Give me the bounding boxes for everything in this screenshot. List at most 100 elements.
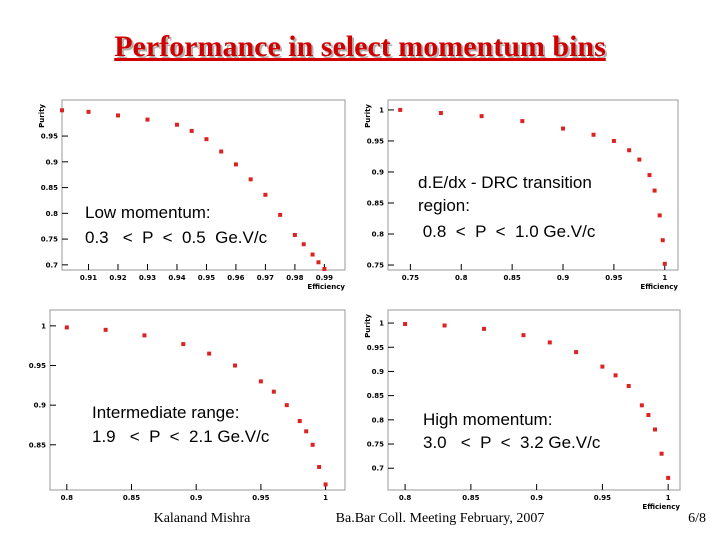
data-point — [637, 157, 642, 162]
x-tick-label: 0.85 — [123, 494, 140, 502]
x-tick-label: 0.9 — [530, 494, 543, 502]
data-point — [316, 260, 321, 265]
y-tick-label: 0.85 — [367, 199, 384, 207]
data-point — [317, 465, 322, 470]
y-tick-label: 0.8 — [372, 231, 385, 239]
data-point — [297, 419, 302, 424]
y-axis-label: Purity — [364, 314, 372, 338]
x-tick-label: 0.95 — [605, 274, 622, 282]
x-tick-label: 0.95 — [198, 274, 215, 282]
data-point — [323, 482, 328, 487]
y-tick-label: 0.9 — [46, 158, 59, 166]
data-point — [627, 148, 632, 153]
data-point — [547, 340, 552, 345]
x-tick-label: 0.99 — [316, 274, 333, 282]
x-tick-label: 0.97 — [257, 274, 274, 282]
y-tick-label: 0.75 — [367, 262, 384, 270]
data-point — [561, 126, 566, 131]
data-point — [116, 113, 121, 118]
footer-meeting: Ba.Bar Coll. Meeting February, 2007 — [336, 511, 545, 526]
data-point — [521, 333, 526, 338]
annotation: 0.3 < P < 0.5 Ge.V/c — [85, 228, 268, 247]
data-point — [60, 108, 64, 113]
data-point — [652, 188, 657, 193]
data-point — [660, 238, 665, 243]
y-tick-label: 0.95 — [29, 362, 46, 370]
x-tick-label: 0.95 — [252, 494, 269, 502]
annotation: 1.9 < P < 2.1 Ge.V/c — [92, 427, 270, 446]
y-tick-label: 0.9 — [372, 368, 385, 376]
plot-frame — [387, 99, 679, 271]
y-tick-label: 0.7 — [372, 465, 385, 473]
data-point — [248, 177, 253, 182]
data-point — [278, 212, 283, 217]
x-tick-label: 0.93 — [139, 274, 156, 282]
data-point — [613, 373, 618, 378]
y-axis-label: Purity — [364, 104, 372, 128]
x-tick-label: 0.98 — [286, 274, 303, 282]
y-tick-label: 0.9 — [372, 168, 385, 176]
data-point — [219, 149, 224, 154]
data-point — [189, 128, 194, 133]
y-tick-label: 0.75 — [367, 441, 384, 449]
x-tick-label: 1 — [323, 494, 328, 502]
plot-frame — [387, 309, 681, 491]
data-point — [301, 242, 306, 247]
y-tick-label: 1 — [379, 106, 384, 114]
x-tick-label: 1 — [666, 494, 671, 502]
data-point — [142, 333, 147, 338]
data-point — [64, 325, 69, 330]
data-point — [639, 403, 644, 408]
annotation: Intermediate range: — [92, 403, 239, 422]
x-tick-label: 0.95 — [594, 494, 611, 502]
data-point — [310, 442, 315, 447]
y-tick-label: 1 — [41, 322, 46, 330]
data-point — [662, 261, 667, 266]
y-tick-label: 0.9 — [34, 402, 47, 410]
chart: 0.7 0.75 0.8 0.85 0.9 0.95 0.91 0.92 0.93 0.94 0.9… — [38, 99, 346, 291]
data-point — [86, 109, 91, 114]
y-tick-label: 0.8 — [46, 210, 59, 218]
data-point — [207, 351, 212, 356]
chart: 0.7 0.75 0.8 0.85 0.9 0.95 1 0.8 0.85 0.9 0.95 1 Pur… — [364, 309, 681, 511]
data-point — [574, 350, 579, 355]
data-point — [482, 326, 487, 331]
data-point — [233, 363, 238, 368]
chart: 0.75 0.8 0.85 0.9 0.95 1 0.75 0.8 0.85 0.9 0.95 1 Pu… — [364, 99, 679, 291]
y-tick-label: 0.7 — [46, 261, 59, 269]
x-tick-label: 0.8 — [455, 274, 468, 282]
footer-page: 6/8 — [688, 511, 706, 526]
x-axis-label: Efficiency — [307, 283, 345, 291]
data-point — [600, 364, 605, 369]
annotation: d.E/dx - DRC transition — [418, 173, 592, 192]
y-tick-label: 0.95 — [367, 137, 384, 145]
data-point — [626, 383, 631, 388]
y-tick-label: 1 — [379, 320, 384, 328]
y-tick-label: 0.75 — [41, 236, 58, 244]
x-tick-label: 0.9 — [557, 274, 570, 282]
y-tick-label: 0.95 — [367, 344, 384, 352]
x-axis-label: Efficiency — [640, 283, 678, 291]
data-point — [174, 122, 179, 127]
y-tick-label: 0.85 — [29, 441, 46, 449]
data-point — [647, 173, 652, 178]
slide-title: Performance in select momentum bins — [114, 30, 606, 63]
data-point — [292, 232, 297, 237]
data-point — [479, 114, 484, 119]
data-point — [263, 192, 268, 197]
annotation: region: — [418, 196, 470, 215]
data-point — [310, 252, 315, 257]
plot-frame — [49, 309, 346, 491]
data-point — [304, 429, 309, 434]
x-axis-label: Efficiency — [642, 503, 680, 511]
x-tick-label: 0.8 — [399, 494, 412, 502]
data-point — [284, 403, 289, 408]
data-point — [103, 327, 108, 332]
data-point — [233, 162, 238, 167]
data-point — [181, 342, 186, 347]
data-point — [403, 322, 408, 327]
data-point — [204, 137, 209, 142]
x-tick-label: 0.91 — [80, 274, 97, 282]
data-point — [520, 119, 525, 124]
